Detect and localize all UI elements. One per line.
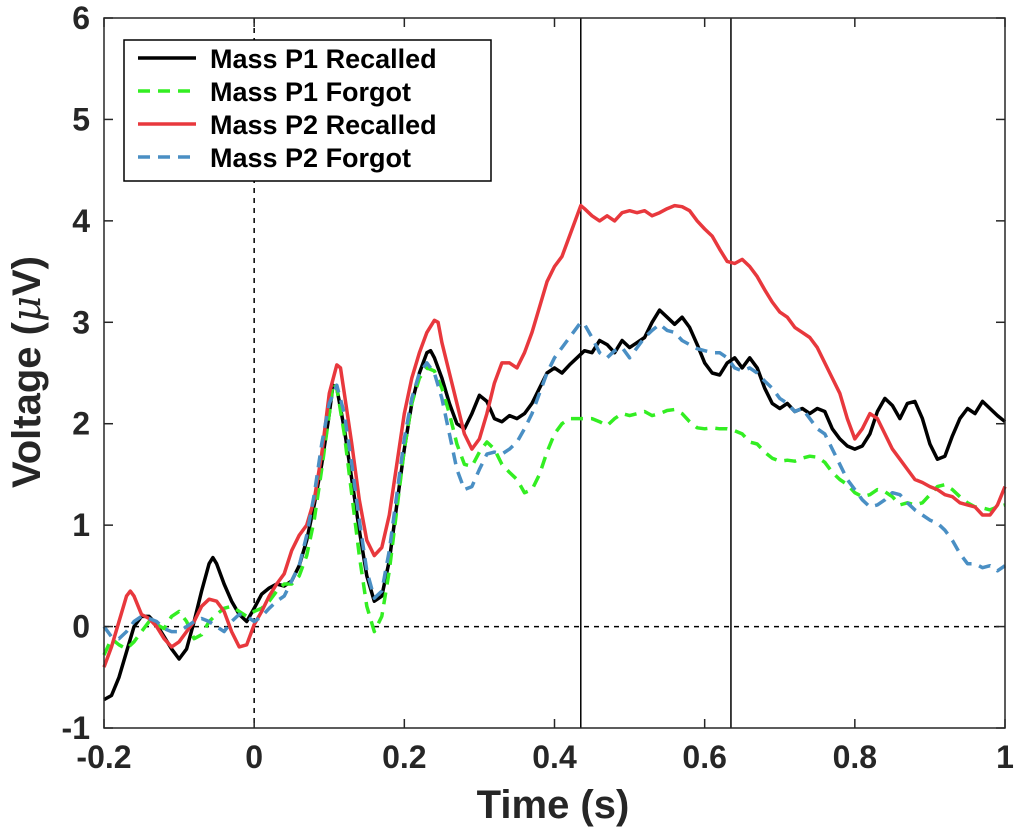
y-tick-labels: -1 0 1 2 3 4 5 6 — [62, 0, 91, 746]
x-tick-label: 0.4 — [532, 739, 577, 775]
y-axis-title-mu: μ — [4, 296, 50, 322]
y-axis-title-main: Voltage ( — [5, 321, 49, 488]
series-line-2 — [102, 366, 1006, 656]
legend-label-1: Mass P1 Recalled — [210, 44, 437, 74]
series-line-3 — [102, 203, 1007, 668]
series-line-4 — [102, 320, 1006, 641]
legend-label-2: Mass P1 Forgot — [210, 77, 411, 107]
y-axis-title-unit: V) — [5, 256, 49, 296]
legend-label-3: Mass P2 Recalled — [210, 110, 437, 140]
y-axis-title: Voltage (μV) — [4, 256, 50, 488]
y-tick-label: 4 — [72, 203, 90, 239]
x-tick-label: 0.6 — [682, 739, 726, 775]
y-tick-label: -1 — [62, 710, 90, 746]
axes — [103, 17, 1006, 729]
y-tick-label: 5 — [72, 101, 90, 137]
x-tick-label: 0 — [245, 739, 263, 775]
x-tick-labels: -0.2 0 0.2 0.4 0.6 0.8 1 — [76, 739, 1013, 775]
y-tick-label: 2 — [72, 406, 90, 442]
x-tick-label: 0.2 — [382, 739, 426, 775]
y-tick-label: 3 — [72, 304, 90, 340]
legend-label-4: Mass P2 Forgot — [210, 143, 411, 173]
x-tick-label: -0.2 — [76, 739, 131, 775]
y-tick-label: 0 — [72, 609, 90, 645]
x-axis-title: Time (s) — [477, 783, 630, 827]
x-tick-label: 1 — [996, 739, 1014, 775]
y-tick-label: 6 — [72, 0, 90, 36]
plot-series — [102, 203, 1007, 702]
x-tick-label: 0.8 — [833, 739, 877, 775]
y-tick-label: 1 — [72, 507, 90, 543]
